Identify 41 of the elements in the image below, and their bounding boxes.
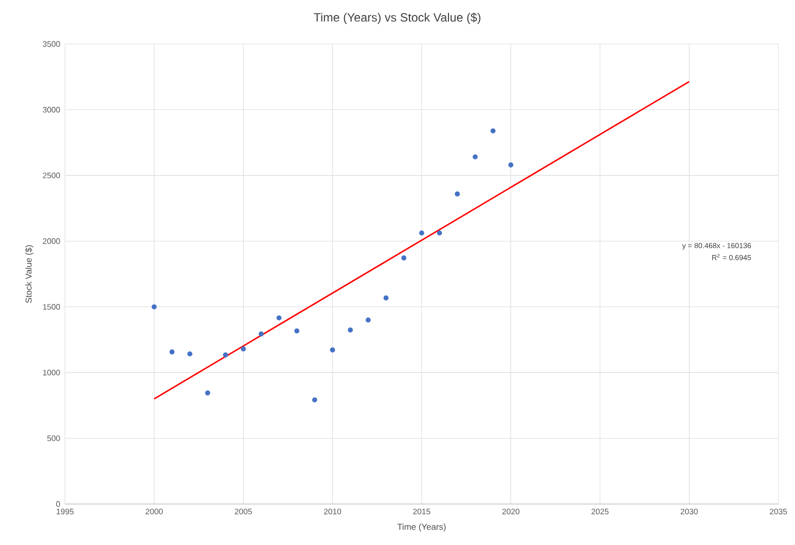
point: [401, 255, 406, 260]
point: [366, 317, 371, 323]
point: [312, 397, 318, 402]
point: [187, 351, 192, 356]
x-tick-label: 2020: [502, 508, 520, 514]
point: [508, 162, 514, 168]
y-tick-label: 500: [47, 435, 60, 442]
point: [152, 304, 157, 310]
point: [222, 352, 228, 358]
x-tick-label: 2005: [234, 508, 252, 514]
y-tick-label: 1000: [43, 370, 60, 376]
point: [205, 390, 210, 396]
point: [169, 349, 175, 354]
chart-title: Time (Years) vs Stock Value ($): [314, 12, 480, 24]
x-tick-label: 2010: [324, 508, 342, 514]
x-tick-label: 2030: [680, 508, 698, 514]
point: [454, 191, 460, 196]
x-tick-label: 2025: [592, 508, 609, 514]
x-tick-label: 2015: [413, 508, 430, 514]
point: [294, 328, 300, 334]
y-tick-label: 3500: [42, 41, 60, 47]
x-tick-label: 2035: [770, 508, 787, 514]
point: [258, 331, 264, 336]
y-tick-label: 0: [56, 501, 60, 507]
point: [330, 347, 336, 352]
point: [490, 128, 496, 134]
point: [383, 295, 389, 300]
y-tick-label: 3000: [42, 106, 60, 113]
x-tick-label: 1995: [56, 508, 74, 514]
y-tick-label: 1500: [43, 304, 60, 310]
point: [436, 230, 442, 236]
point: [240, 346, 246, 352]
y-tick-label: 2000: [42, 238, 60, 244]
point: [419, 230, 424, 236]
x-axis-title: Time (Years): [397, 524, 446, 532]
y-tick-label: 2500: [42, 172, 60, 178]
point: [472, 154, 478, 160]
y-axis-title: Stock Value ($): [25, 245, 34, 303]
point: [276, 315, 282, 320]
x-tick-label: 2000: [146, 508, 163, 514]
point: [348, 327, 353, 333]
